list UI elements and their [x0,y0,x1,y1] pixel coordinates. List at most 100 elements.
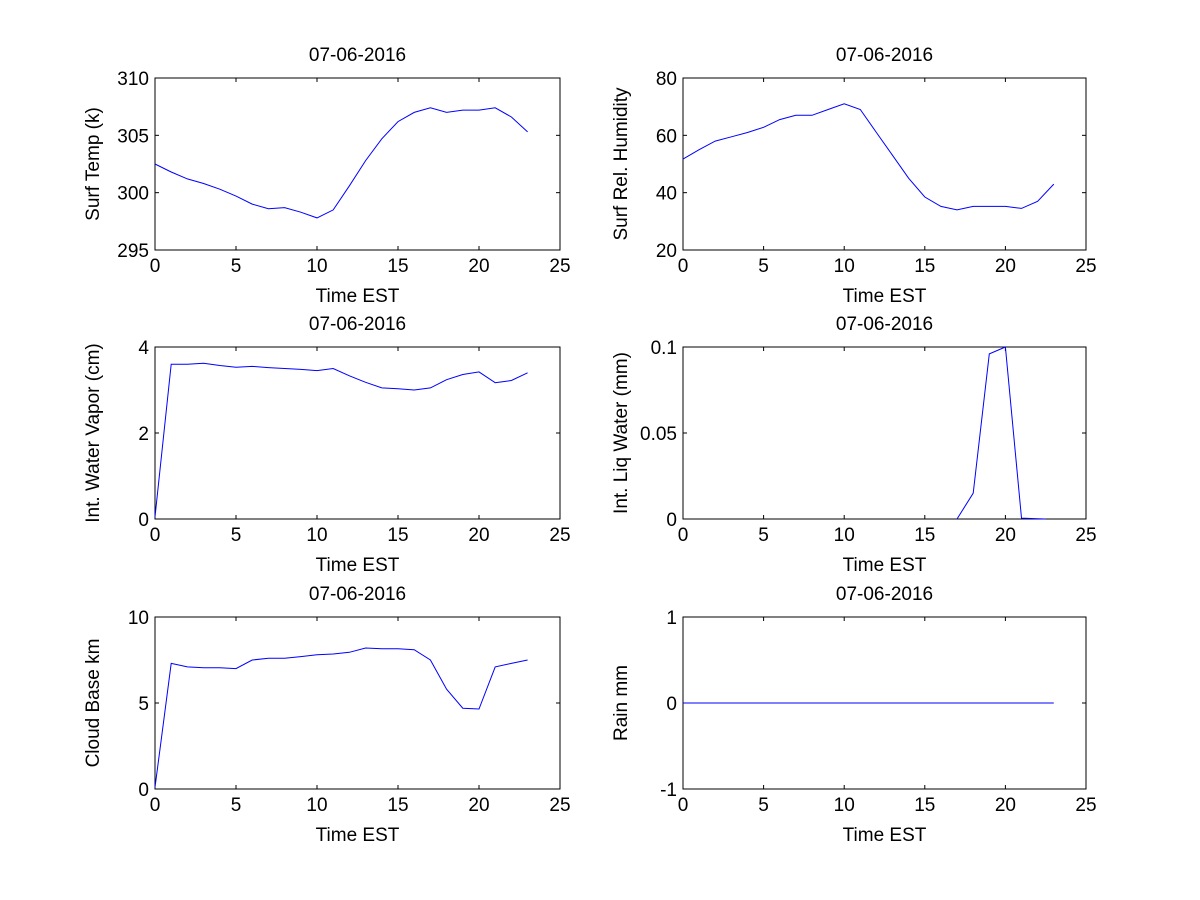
data-point [284,368,285,369]
y-tick-label: -1 [660,780,677,801]
y-tick-label: 4 [138,338,149,359]
data-point [462,708,463,709]
data-point [1037,518,1038,519]
data-point [203,667,204,668]
data-point [876,132,877,133]
data-point [1037,201,1038,202]
data-point [446,112,447,113]
chart-title: 07-06-2016 [309,314,406,335]
data-point [316,654,317,655]
x-tick-label: 25 [1075,525,1096,546]
x-tick-label: 15 [914,795,935,816]
x-tick-label: 15 [914,525,935,546]
y-axis-label: Rain mm [611,665,632,741]
data-point [940,702,941,703]
data-point [252,204,253,205]
data-point [414,112,415,113]
data-point [349,185,350,186]
data-point [365,160,366,161]
data-point [268,367,269,368]
data-point [316,370,317,371]
x-tick-label: 25 [1075,795,1096,816]
data-point [333,209,334,210]
y-tick-label: 0.05 [640,424,677,445]
x-tick-label: 20 [995,525,1016,546]
data-point [154,787,155,788]
data-point [908,178,909,179]
data-point [154,163,155,164]
y-tick-label: 60 [656,126,677,147]
y-tick-label: 300 [117,184,149,205]
data-point [495,107,496,108]
data-point [187,666,188,667]
data-point [527,659,528,660]
data-point [284,207,285,208]
data-point [1021,208,1022,209]
x-tick-label: 5 [231,795,242,816]
x-tick-label: 20 [995,795,1016,816]
data-point [795,702,796,703]
data-point [446,689,447,690]
data-point [682,159,683,160]
data-point [171,663,172,664]
data-point [779,119,780,120]
data-point [860,109,861,110]
data-point [1053,183,1054,184]
series-line [682,103,1055,211]
data-point [811,115,812,116]
data-point [397,388,398,389]
data-point [252,659,253,660]
y-tick-label: 40 [656,184,677,205]
series-line [154,107,528,219]
data-point [171,171,172,172]
data-point [300,369,301,370]
x-tick-label: 20 [468,256,489,277]
y-tick-label: 1 [666,608,677,629]
data-point [462,110,463,111]
data-point [430,659,431,660]
y-tick-label: 10 [128,608,149,629]
data-point [795,115,796,116]
series-line [956,346,1046,520]
data-point [381,648,382,649]
x-tick-label: 20 [468,525,489,546]
y-axis-label: Surf Temp (k) [83,107,104,221]
y-tick-label: 0 [666,510,677,531]
data-point [860,702,861,703]
data-point [779,702,780,703]
y-tick-label: 2 [138,424,149,445]
data-point [682,702,683,703]
data-point [940,206,941,207]
data-point [495,382,496,383]
x-tick-label: 15 [387,525,408,546]
x-axis-label: Time EST [316,555,400,576]
data-point [989,702,990,703]
axes-box [682,346,1087,520]
data-point [908,702,909,703]
data-point [203,363,204,364]
y-tick-label: 80 [656,69,677,90]
chart-title: 07-06-2016 [836,314,933,335]
data-point [973,702,974,703]
data-point [430,387,431,388]
data-point [365,382,366,383]
chart-title: 07-06-2016 [309,584,406,605]
y-tick-label: 0 [666,694,677,715]
data-point [956,702,957,703]
data-point [462,374,463,375]
data-point [300,656,301,657]
data-point [924,702,925,703]
x-tick-label: 5 [231,256,242,277]
data-point [446,379,447,380]
data-point [154,516,155,517]
x-tick-label: 15 [387,256,408,277]
y-tick-label: 5 [138,694,149,715]
x-axis-label: Time EST [843,825,927,846]
data-point [381,387,382,388]
x-tick-label: 15 [387,795,408,816]
y-tick-label: 305 [117,126,149,147]
x-tick-label: 25 [1075,256,1096,277]
data-point [414,389,415,390]
